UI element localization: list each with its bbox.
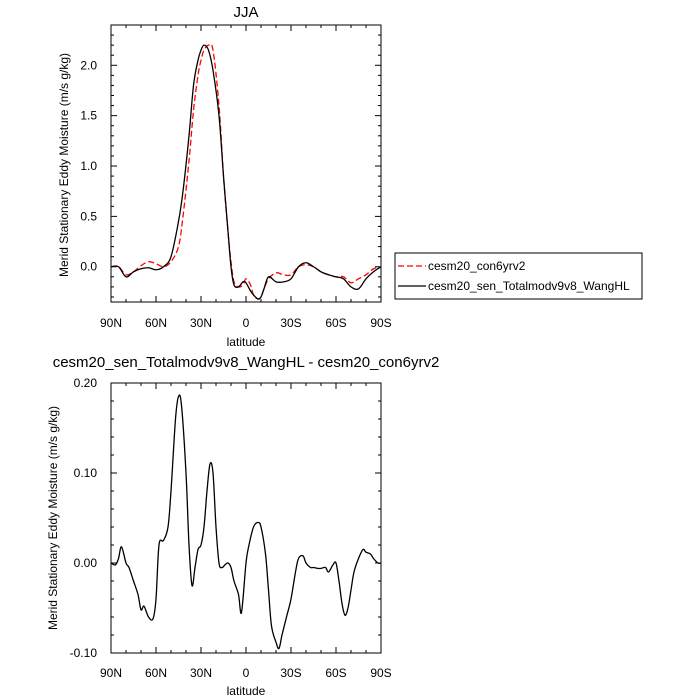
top-x-tick-label: 30N (190, 316, 212, 330)
top-axis-ticks: 90N 60N 30N 0 30S 60S 90S 0.0 0.5 1.0 1.5 2.0 (80, 24, 392, 330)
top-x-tick-label: 90S (370, 316, 391, 330)
legend-label-con6yrv2: cesm20_con6yrv2 (428, 259, 526, 273)
bottom-chart-title: cesm20_sen_Totalmodv9v8_WangHL - cesm20_… (53, 354, 440, 371)
bottom-x-tick-label: 60S (325, 666, 346, 680)
top-y-axis-label: Merid Stationary Eddy Moisture (m/s g/kg… (57, 53, 71, 277)
top-x-tick-label: 60S (325, 316, 346, 330)
top-y-tick-label: 1.0 (80, 159, 97, 173)
top-chart-title: JJA (233, 4, 258, 21)
top-series-line-cesm20_sen_Totalmodv9v8_WangHL (110, 44, 382, 300)
top-panel: JJA 90N 60N 30N 0 30S 60S 90S 0.0 0.5 1.0 1.5 2.0 l… (57, 4, 392, 349)
top-y-tick-label: 1.5 (80, 109, 97, 123)
top-x-tick-label: 0 (243, 316, 250, 330)
bottom-x-tick-label: 0 (243, 666, 250, 680)
top-y-tick-label: 0.5 (80, 209, 97, 223)
top-y-tick-label: 2.0 (80, 58, 97, 72)
bottom-y-tick-label: 0.10 (74, 466, 98, 480)
legend: cesm20_con6yrv2 cesm20_sen_Totalmodv9v8_… (394, 252, 643, 300)
legend-box (394, 252, 643, 300)
top-y-tick-label: 0.0 (80, 260, 97, 274)
bottom-axis-ticks: 90N 60N 30N 0 30S 60S 90S -0.10 0.00 0.10 0.20 (70, 376, 392, 680)
top-series-line-cesm20_con6yrv2 (110, 43, 382, 300)
bottom-x-tick-label: 30S (280, 666, 301, 680)
top-x-tick-label: 30S (280, 316, 301, 330)
bottom-x-axis-label: latitude (227, 684, 266, 698)
bottom-plot-frame (110, 382, 382, 654)
bottom-y-tick-label: 0.00 (74, 556, 98, 570)
bottom-x-tick-label: 30N (190, 666, 212, 680)
bottom-x-tick-label: 90S (370, 666, 391, 680)
top-series-lines (110, 43, 382, 300)
bottom-panel: cesm20_sen_Totalmodv9v8_WangHL - cesm20_… (46, 354, 439, 698)
top-x-axis-label: latitude (227, 335, 266, 349)
bottom-x-tick-label: 60N (145, 666, 167, 680)
legend-label-wanghl: cesm20_sen_Totalmodv9v8_WangHL (428, 279, 630, 293)
bottom-y-tick-label: -0.10 (70, 646, 98, 660)
top-x-tick-label: 90N (100, 316, 122, 330)
top-x-tick-label: 60N (145, 316, 167, 330)
bottom-y-tick-label: 0.20 (74, 376, 98, 390)
bottom-series-lines (110, 394, 382, 650)
top-plot-frame (110, 24, 382, 303)
bottom-y-axis-label: Merid Stationary Eddy Moisture (m/s g/kg… (46, 406, 60, 630)
bottom-series-line-difference (110, 394, 382, 650)
bottom-x-tick-label: 90N (100, 666, 122, 680)
